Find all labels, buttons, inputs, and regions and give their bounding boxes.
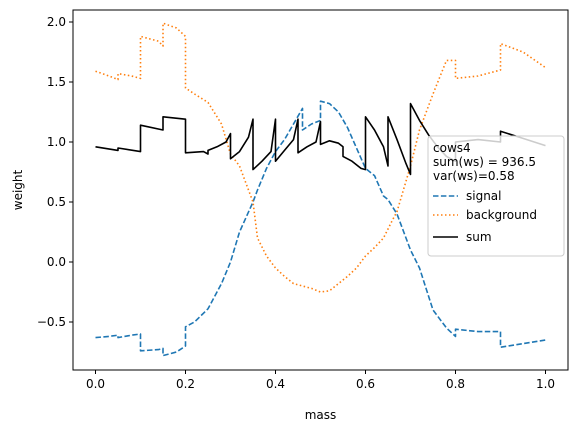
plot-frame — [72, 9, 569, 371]
y-tick-label: 1.0 — [47, 135, 66, 149]
legend: cows4 sum(ws) = 936.5 var(ws)=0.58 signa… — [427, 135, 565, 257]
x-tick-label: 0.0 — [86, 377, 105, 391]
x-tick-label: 0.4 — [266, 377, 285, 391]
legend-title-sum: sum(ws) = 936.5 — [433, 155, 536, 169]
legend-title-var: var(ws)=0.58 — [433, 169, 515, 183]
legend-box — [427, 135, 565, 257]
x-axis-ticks: 0.0 0.2 0.4 0.6 0.8 1.0 — [86, 370, 555, 391]
x-tick-label: 0.8 — [446, 377, 465, 391]
series-line-sum — [95, 102, 546, 176]
y-tick-label: 2.0 — [47, 15, 66, 29]
series-line-signal — [95, 100, 546, 357]
series-line-background — [95, 22, 546, 293]
y-tick-label: −0.5 — [37, 315, 66, 329]
y-tick-label: 0.0 — [47, 255, 66, 269]
x-tick-label: 0.2 — [176, 377, 195, 391]
legend-entry-sum: sum — [466, 230, 492, 244]
legend-entry-background: background — [466, 208, 537, 222]
legend-entry-signal: signal — [466, 189, 502, 203]
y-tick-label: 1.5 — [47, 75, 66, 89]
legend-title-name: cows4 — [433, 141, 471, 155]
x-tick-label: 1.0 — [536, 377, 555, 391]
plot-lines — [95, 22, 546, 357]
y-axis-ticks: −0.5 0.0 0.5 1.0 1.5 2.0 — [37, 15, 73, 329]
x-tick-label: 0.6 — [356, 377, 375, 391]
y-axis-label: weight — [11, 169, 25, 210]
y-tick-label: 0.5 — [47, 195, 66, 209]
x-axis-label: mass — [305, 408, 337, 422]
